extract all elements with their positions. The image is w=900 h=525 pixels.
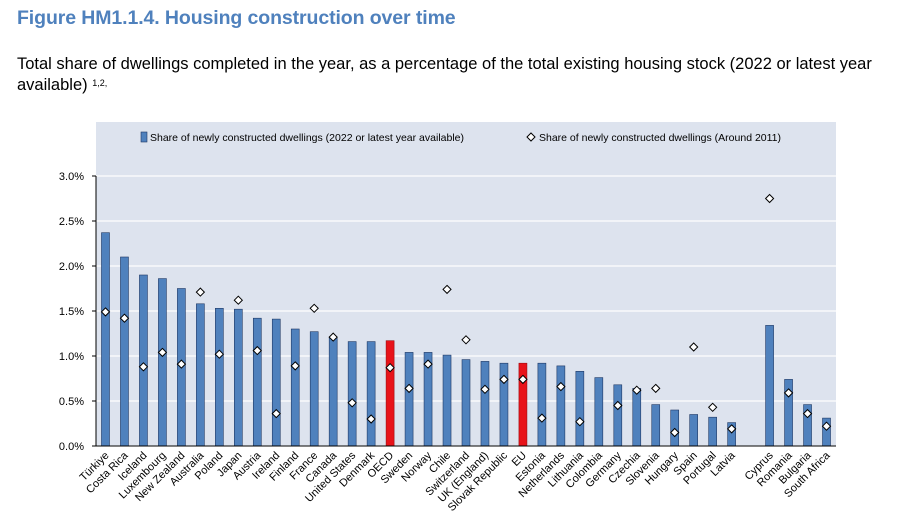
diamond-marker	[518, 374, 528, 385]
bar	[252, 317, 262, 447]
diamond-marker	[404, 383, 414, 394]
bar	[689, 414, 698, 447]
bar	[613, 384, 623, 447]
diamond-marker	[556, 381, 566, 392]
diamond-marker	[613, 400, 623, 411]
diamond-marker	[726, 424, 737, 434]
bar	[215, 307, 224, 447]
diamond-marker	[461, 335, 471, 345]
marker-series	[100, 193, 832, 438]
diamond-marker	[499, 374, 509, 385]
bar	[651, 404, 661, 447]
legend: Share of newly constructed dwellings (20…	[140, 131, 781, 144]
y-tick-label: 2.0%	[59, 261, 84, 273]
y-tick-label: 2.5%	[59, 216, 84, 228]
bar	[309, 331, 319, 447]
y-tick-label: 0.0%	[59, 441, 84, 453]
bar	[271, 318, 281, 447]
bar	[196, 303, 205, 447]
bar	[594, 377, 604, 447]
diamond-marker	[423, 359, 433, 369]
y-tick-label: 3.0%	[59, 171, 84, 183]
diamond-marker	[252, 345, 262, 356]
axes	[92, 175, 836, 447]
legend-label: Share of newly constructed dwellings (20…	[150, 132, 464, 144]
diamond-marker	[328, 332, 338, 342]
diamond-marker	[119, 313, 130, 323]
diamond-marker	[214, 349, 225, 359]
diamond-marker	[385, 362, 395, 373]
bar	[537, 362, 547, 447]
diamond-marker	[233, 295, 244, 305]
bar	[632, 388, 642, 447]
diamond-marker	[195, 287, 206, 297]
diamond-marker	[707, 402, 718, 413]
bar	[442, 354, 452, 447]
diamond-marker	[764, 193, 775, 204]
diamond-marker	[783, 388, 794, 398]
diamond-marker	[632, 385, 642, 395]
bar	[366, 341, 376, 447]
diamond-marker	[442, 284, 452, 295]
y-tick-labels: 0.0% 0.5% 1.0% 1.5% 2.0% 2.5% 3.0%	[59, 171, 84, 453]
diamond-marker	[821, 421, 832, 431]
bar	[120, 256, 129, 447]
legend-diamond-icon	[526, 132, 536, 142]
bar-highlight	[385, 340, 395, 447]
bar-series	[101, 232, 831, 447]
diamond-marker	[271, 408, 281, 419]
diamond-marker	[480, 384, 490, 395]
diamond-marker	[138, 362, 149, 372]
diamond-marker	[347, 398, 357, 408]
bar	[347, 341, 357, 447]
diamond-marker	[366, 414, 376, 424]
diamond-marker	[290, 361, 300, 371]
bar	[575, 370, 585, 447]
diamond-marker	[802, 408, 813, 419]
diamond-marker	[309, 303, 319, 314]
figure-subtitle-text: Total share of dwellings completed in th…	[17, 55, 872, 94]
bar	[765, 325, 774, 447]
diamond-marker	[688, 342, 699, 352]
diamond-marker	[157, 347, 168, 358]
y-tick-label: 0.5%	[59, 396, 84, 408]
bar	[556, 365, 566, 447]
bar	[158, 278, 167, 447]
legend-bar-icon	[140, 131, 148, 143]
bar	[139, 274, 148, 447]
figure-subtitle-footnote: 1,2,	[92, 78, 108, 88]
y-tick-label: 1.5%	[59, 306, 84, 318]
diamond-marker	[651, 383, 661, 394]
bar	[101, 232, 110, 447]
bar	[461, 359, 471, 447]
legend-label: Share of newly constructed dwellings (Ar…	[539, 132, 781, 144]
bar	[480, 361, 490, 447]
diamond-marker	[537, 413, 547, 423]
bar	[404, 352, 414, 447]
diamond-marker	[670, 427, 680, 438]
bar	[234, 308, 243, 447]
diamond-marker	[176, 359, 187, 369]
figure-title: Figure HM1.1.4. Housing construction ove…	[17, 7, 456, 29]
y-tick-label: 1.0%	[59, 351, 84, 363]
diamond-marker	[575, 416, 585, 427]
diamond-marker	[100, 307, 111, 317]
bar	[290, 328, 300, 447]
bar	[708, 416, 717, 447]
bar	[328, 337, 338, 447]
figure-subtitle: Total share of dwellings completed in th…	[17, 54, 892, 96]
